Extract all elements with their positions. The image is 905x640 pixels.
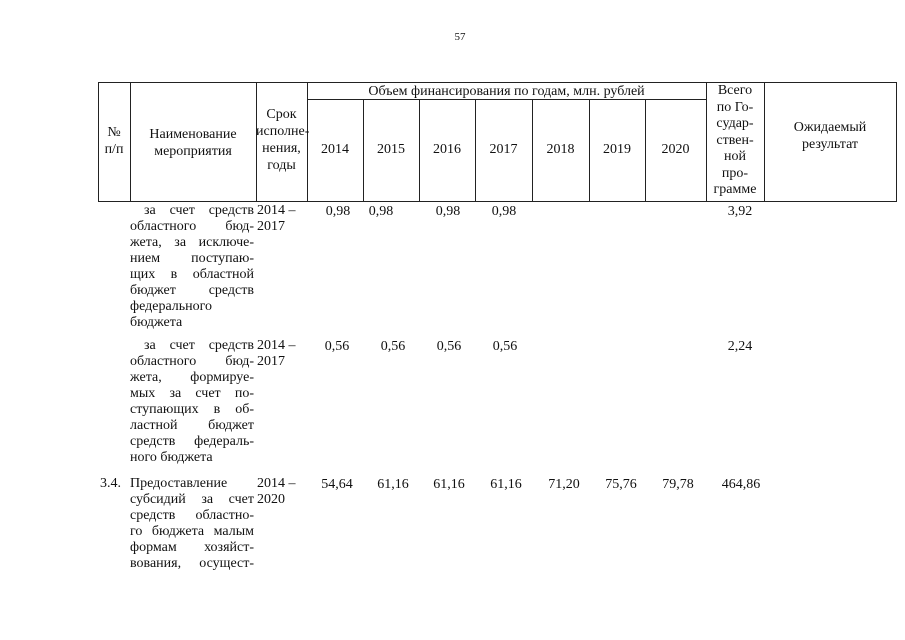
- header-year: 2020: [661, 142, 690, 157]
- row-value: 61,16: [377, 477, 409, 492]
- header-total: Всего по Го- судар- ствен- ной про- грам…: [713, 83, 757, 197]
- col-border: [532, 99, 533, 202]
- row-value: 61,16: [433, 477, 465, 492]
- header-year: 2015: [377, 142, 405, 157]
- row-value: 0,56: [492, 339, 518, 354]
- row-total: 3,92: [727, 204, 753, 219]
- header-year: 2017: [489, 142, 518, 157]
- header-year: 2018: [546, 142, 575, 157]
- col-border: [589, 99, 590, 202]
- col-border: [706, 82, 707, 202]
- row-value: 71,20: [548, 477, 580, 492]
- row-name: за счет средств областного бюд- жета, за…: [130, 203, 254, 330]
- row-value: 54,64: [321, 477, 353, 492]
- row-total: 2,24: [727, 339, 753, 354]
- col-border: [307, 82, 308, 202]
- header-top-border: [98, 82, 897, 83]
- col-border: [764, 82, 765, 202]
- header-term: Срок исполне- нения, годы: [256, 107, 310, 173]
- col-border: [419, 99, 420, 202]
- row-value: 0,98: [491, 204, 517, 219]
- header-year: 2019: [603, 142, 631, 157]
- col-border: [130, 82, 131, 202]
- row-name: за счет средств областного бюд- жета, фо…: [130, 338, 254, 465]
- row-total: 464,86: [721, 477, 761, 492]
- row-value: 0,98: [325, 204, 351, 219]
- row-value: 79,78: [662, 477, 694, 492]
- col-border: [98, 82, 99, 202]
- header-name: Наименование мероприятия: [149, 127, 237, 159]
- funding-title-divider: [307, 99, 706, 100]
- col-border: [363, 99, 364, 202]
- page-number: 57: [454, 31, 466, 43]
- row-value: 0,98: [435, 204, 461, 219]
- col-border: [256, 82, 257, 202]
- col-border: [475, 99, 476, 202]
- header-funding-title: Объем финансирования по годам, млн. рубл…: [368, 84, 645, 99]
- header-num: № п/п: [104, 125, 124, 157]
- header-year: 2016: [433, 142, 461, 157]
- row-value: 75,76: [605, 477, 637, 492]
- row-term: 2014 – 2017: [257, 338, 296, 369]
- row-value: 61,16: [490, 477, 522, 492]
- row-term: 2014 – 2020: [257, 476, 296, 507]
- row-value: 0,56: [324, 339, 350, 354]
- header-result: Ожидаемый результат: [793, 120, 867, 152]
- row-term: 2014 – 2017: [257, 203, 296, 234]
- row-value: 0,56: [380, 339, 406, 354]
- header-year: 2014: [321, 142, 349, 157]
- col-border: [896, 82, 897, 202]
- row-name: Предоставление субсидий за счет средств …: [130, 476, 254, 571]
- row-num: 3.4.: [100, 476, 121, 491]
- row-value: 0,98: [368, 204, 394, 219]
- row-value: 0,56: [436, 339, 462, 354]
- header-bottom-border: [98, 201, 897, 202]
- col-border: [645, 99, 646, 202]
